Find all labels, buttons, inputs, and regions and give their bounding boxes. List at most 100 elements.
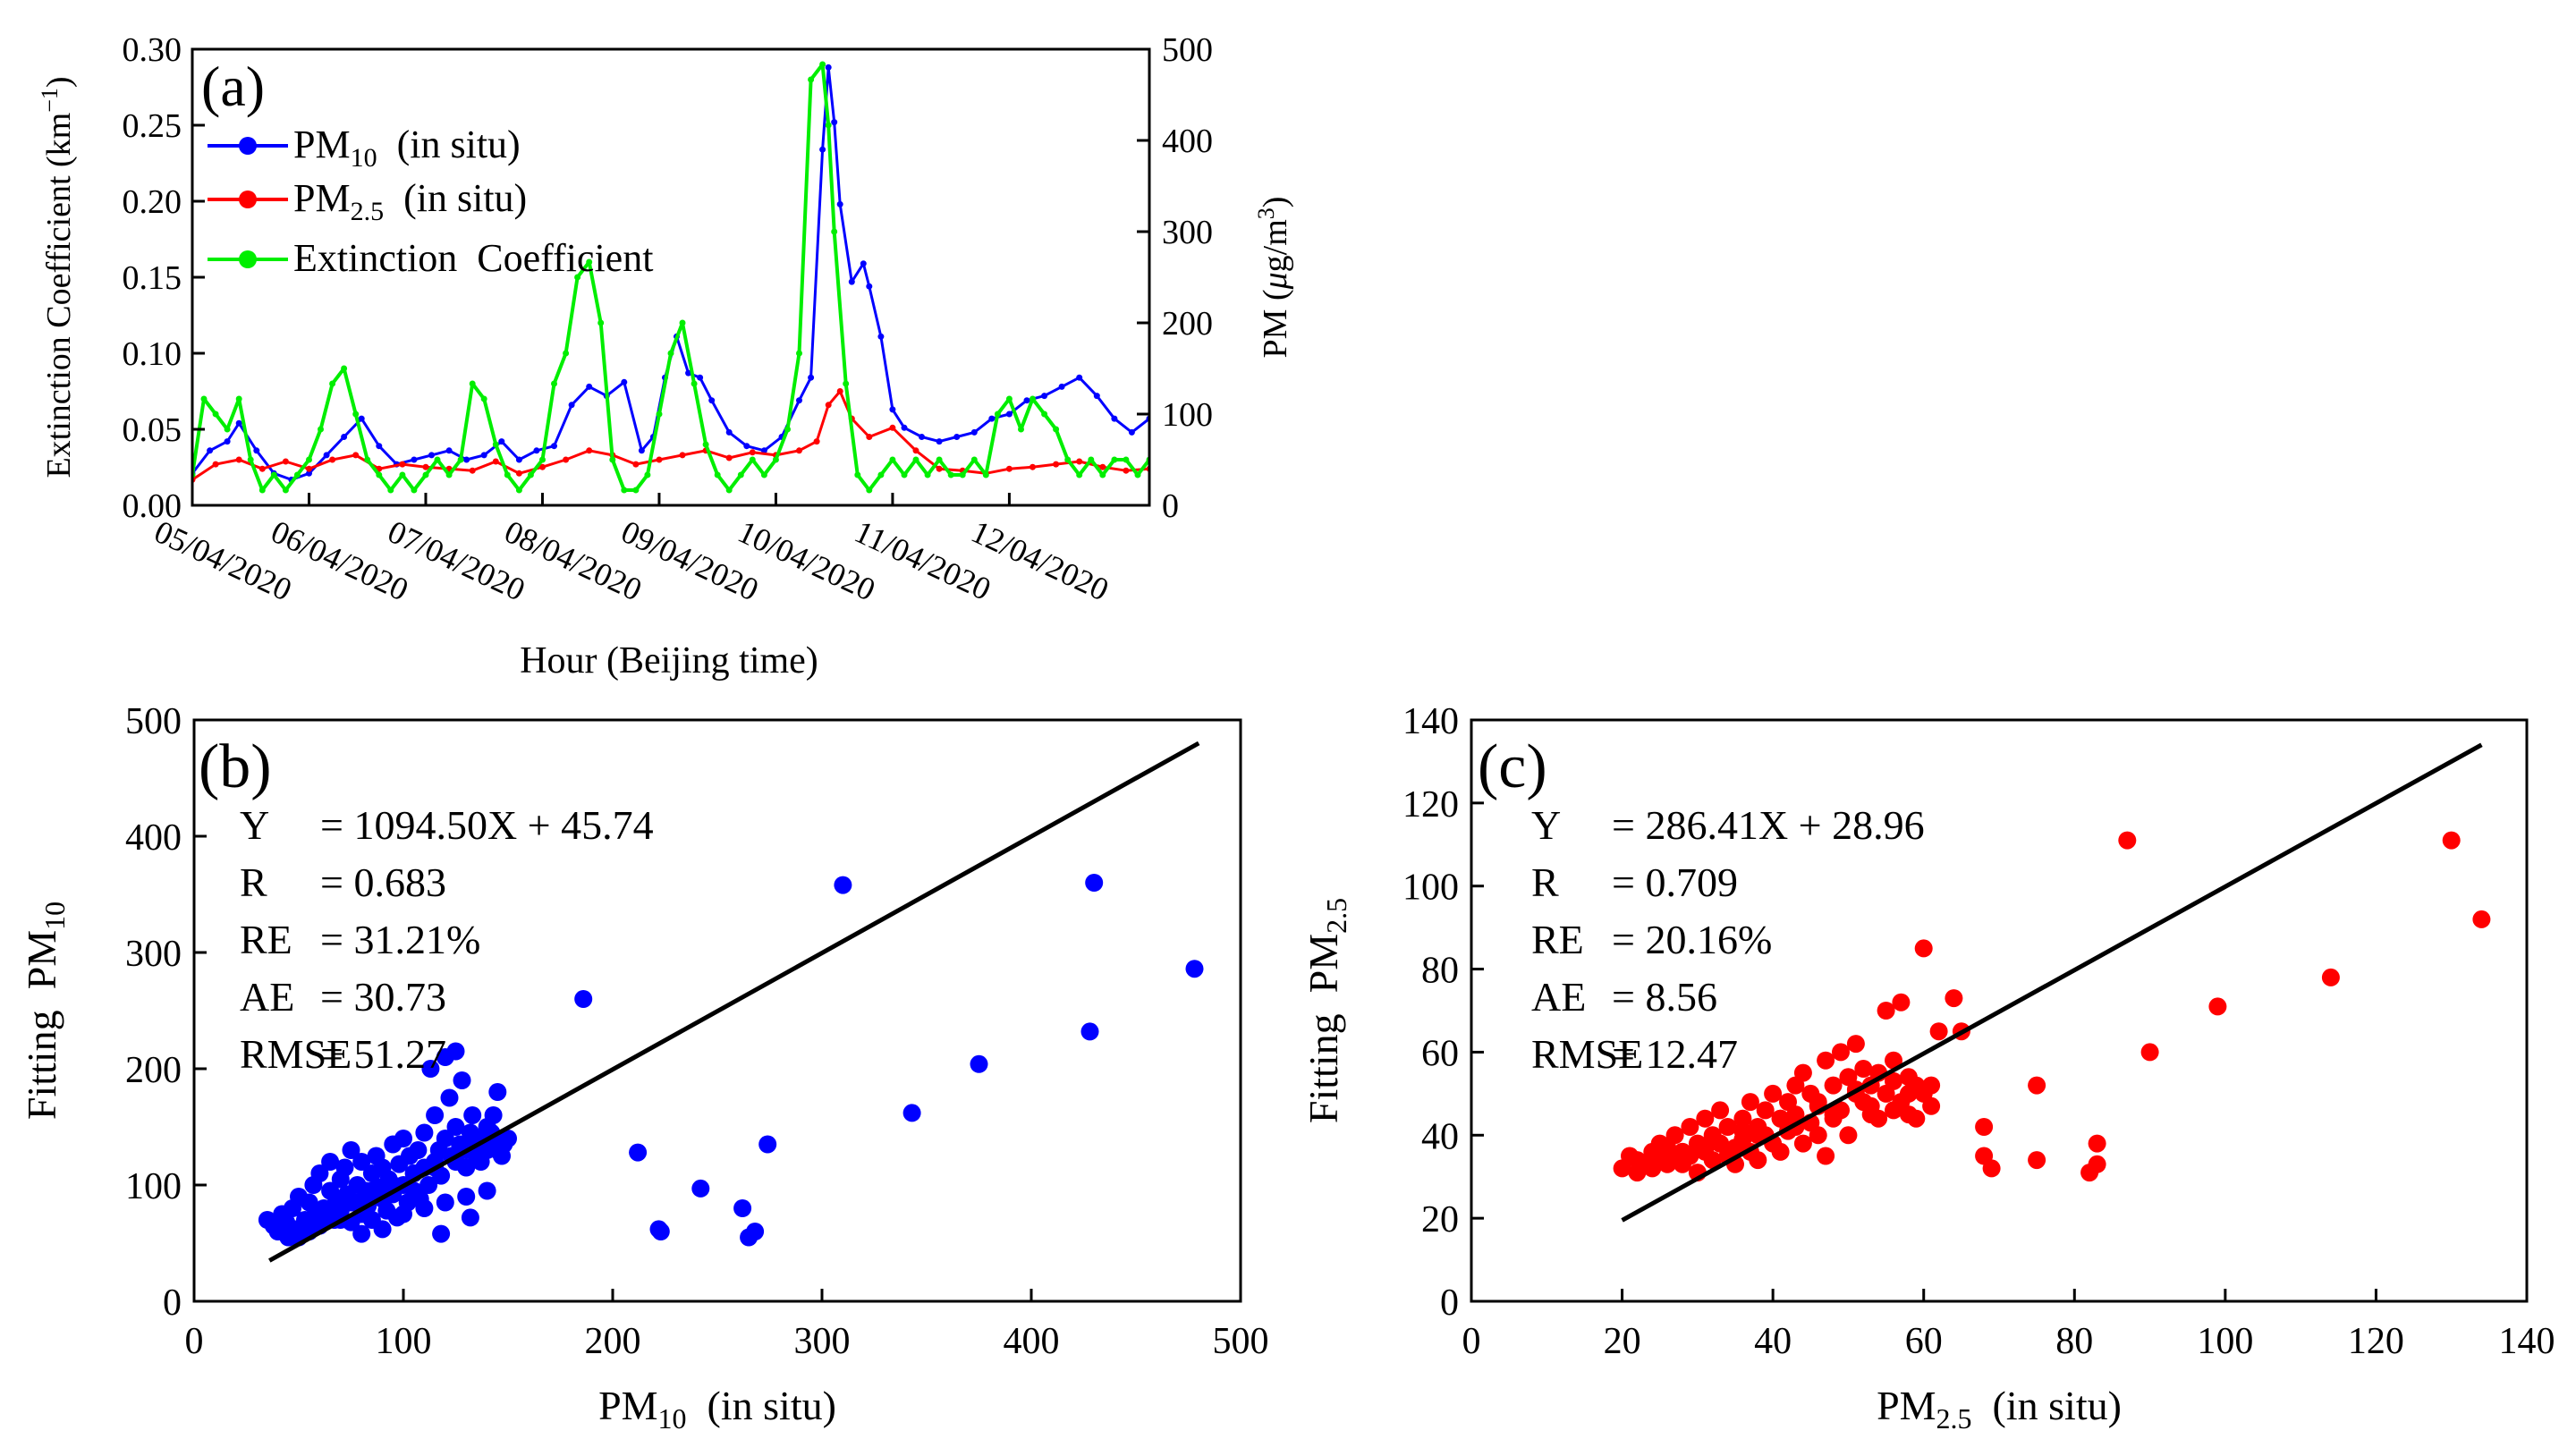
panel-a-series-0-point (498, 438, 505, 445)
panel-c-point (1809, 1126, 1827, 1145)
panel-c-point (1711, 1101, 1730, 1120)
panel-c-frame (1470, 718, 2529, 1303)
panel-c-point (1817, 1051, 1835, 1070)
panel-a-y-left-label: Extinction Coefficient (km−1) (37, 76, 78, 478)
panel-a-series-1-point (825, 402, 832, 409)
panel-a-series-0-point (428, 452, 435, 459)
panel-a-series-2-point (819, 61, 826, 68)
panel-a-series-1-point (515, 470, 522, 477)
panel-b-point (342, 1141, 360, 1159)
panel-c-point (1907, 1109, 1926, 1128)
panel-a-series-2-point (586, 258, 593, 266)
panel-b-point (394, 1130, 412, 1147)
panel-a-series-0-point (988, 415, 996, 422)
panel-a-series-0-point (708, 397, 716, 404)
panel-a-series-0-point (919, 434, 925, 440)
panel-b-point (352, 1224, 371, 1243)
panel-a-series-0-point (306, 470, 312, 477)
panel-a-series-0-point (848, 278, 855, 285)
panel-a-series-0-point (889, 406, 896, 413)
panel-c-x-tick-label: 100 (2197, 1321, 2253, 1362)
panel-a-series-2-point (679, 319, 686, 326)
panel-c-point (1635, 1155, 1654, 1173)
panel-a-series-1-point (212, 461, 219, 468)
panel-b-point (373, 1220, 392, 1239)
panel-c-point (1929, 1022, 1948, 1041)
panel-a-series-2-point (282, 487, 289, 494)
panel-a-series-2-point (574, 274, 581, 281)
panel-a-series-0-point (323, 452, 330, 459)
panel-b-point (421, 1060, 440, 1078)
panel-b-point (478, 1181, 496, 1200)
panel-c-point (1756, 1101, 1775, 1120)
panel-a-series-2-point (784, 426, 791, 433)
panel-a-series-2-point (691, 380, 698, 387)
panel-b-point (834, 876, 852, 894)
panel-b-point (758, 1135, 777, 1154)
panel-c-point (1733, 1122, 1752, 1140)
legend-pm25-label: PM2.5 (in situ) (293, 176, 527, 226)
panel-b-point (415, 1199, 434, 1217)
panel-c-point (1793, 1063, 1812, 1082)
panel-c-y-tick-label: 20 (1421, 1199, 1459, 1240)
panel-b-point (321, 1153, 340, 1171)
panel-b-x-tick-label: 200 (585, 1321, 641, 1362)
panel-a-series-1-point (936, 465, 943, 472)
panel-a-series-2-point (854, 471, 861, 478)
panel-a-series-0-point (860, 260, 867, 267)
panel-c-point (1711, 1134, 1730, 1153)
panel-c-x-tick-label: 60 (1905, 1321, 1943, 1362)
panel-b-points-layer (258, 741, 1204, 1263)
panel-b-stat-key: RE (240, 917, 292, 962)
panel-a-series-2-point (247, 456, 254, 463)
panel-a-series-2-point (936, 456, 943, 463)
panel-b-ticks: 0 100 200 300 400 500 0 100 200 300 400 500 (125, 701, 1269, 1362)
panel-c-point (1839, 1126, 1858, 1145)
panel-a-series-2-point (667, 350, 674, 357)
panel-a-series-2-point (527, 471, 534, 478)
panel-a-series-2-point (492, 441, 499, 448)
panel-c-point (1764, 1084, 1783, 1103)
panel-b-point (436, 1193, 454, 1212)
panel-a-series-2-point (970, 456, 978, 463)
panel-a-series-0-point (743, 443, 750, 450)
panel-b-point (335, 1158, 354, 1177)
panel-a-series-2-point (1053, 426, 1060, 433)
panel-c-y-tick-label: 100 (1402, 868, 1459, 909)
panel-b-point (453, 1071, 471, 1089)
panel-c-point (1696, 1109, 1715, 1128)
panel-c-x-label: PM2.5 (in situ) (1877, 1383, 2122, 1435)
panel-b-stat-value: = 1094.50X + 45.74 (320, 802, 654, 848)
panel-a-series-0-point (685, 369, 692, 377)
panel-a-series-2-point (563, 350, 570, 357)
panel-c-point (2088, 1134, 2106, 1153)
panel-a-left-tick-label: 0.05 (123, 411, 182, 449)
panel-a-series-0-point (358, 415, 365, 422)
panel-a-series-2-point (889, 456, 896, 463)
panel-a-series-0-point (568, 402, 575, 409)
panel-b-point (419, 1176, 438, 1194)
panel-b-point (362, 1181, 381, 1200)
panel-a-series-2-point (982, 471, 989, 478)
panel-c-stat-value: = 20.16% (1612, 917, 1772, 962)
panel-a-series-2-point (831, 228, 838, 235)
panel-a-series-0-point (551, 443, 557, 450)
panel-c-point (1885, 1051, 1902, 1070)
panel-a-series-2-point (434, 456, 441, 463)
panel-a-series-0-point (1076, 374, 1083, 381)
panel-a-series-1-point (749, 449, 756, 456)
panel-c-x-tick-label: 120 (2348, 1321, 2404, 1362)
panel-a-right-tick-label: 200 (1162, 305, 1213, 343)
panel-a-legend: PM10 (in situ) PM2.5 (in situ) Extinctio… (208, 123, 653, 280)
panel-a-left-tick-label: 0.10 (123, 335, 182, 373)
panel-c-point (1861, 1096, 1880, 1115)
panel-b-stat-key: Y (240, 802, 269, 848)
panel-a-series-2-point (504, 471, 511, 478)
panel-a-series-1-point (1123, 467, 1130, 474)
panel-a-series-2-point (515, 487, 522, 494)
panel-b-y-tick-label: 300 (125, 934, 182, 975)
legend-extinction-marker (239, 250, 257, 268)
panel-c-point (1885, 1071, 1902, 1090)
legend-extinction-label: Extinction Coefficient (293, 236, 653, 280)
panel-a-series-0-point (825, 63, 832, 71)
